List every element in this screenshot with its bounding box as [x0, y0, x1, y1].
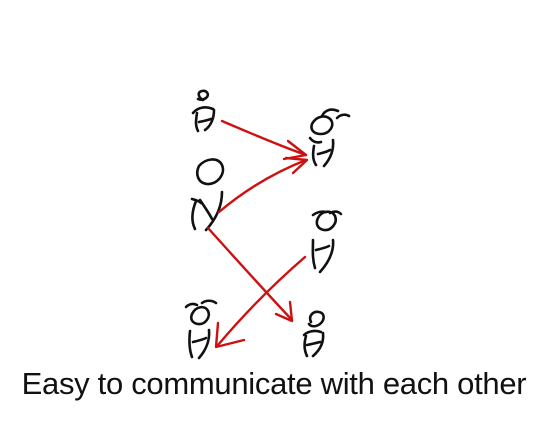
arrow-center-left-to-bottom-right	[206, 226, 294, 323]
arrow-top-left-to-top-right	[220, 119, 308, 161]
caption: Easy to communicate with each other	[21, 366, 527, 401]
person-mid-right	[311, 210, 343, 274]
person-top-right	[308, 108, 351, 168]
person-bottom-right	[302, 310, 325, 358]
arrow-center-left-to-top-right	[217, 156, 309, 214]
person-top-left-small	[191, 89, 216, 133]
person-bottom-left	[184, 299, 218, 360]
person-center-left-large	[190, 158, 225, 232]
arrow-mid-right-to-bottom-left	[214, 255, 307, 349]
